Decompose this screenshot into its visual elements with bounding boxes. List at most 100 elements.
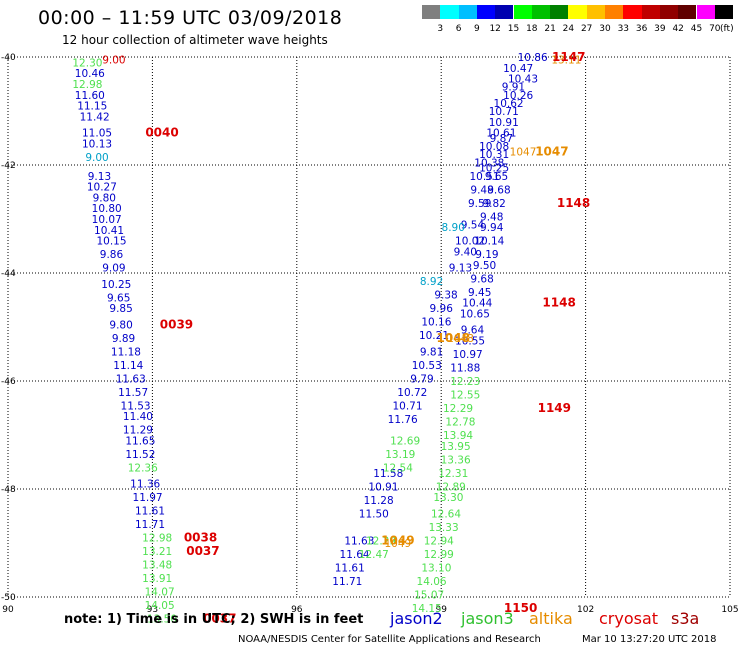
wave-height-value: 12.69: [390, 435, 420, 447]
wave-height-value: 9.38: [434, 290, 457, 302]
x-tick-label: 99: [435, 605, 447, 615]
wave-height-value: 13.50: [147, 614, 177, 626]
color-scale-label: 70: [709, 24, 721, 34]
wave-height-value: 9.94: [480, 222, 504, 234]
wave-height-value: 10.02: [455, 236, 485, 248]
wave-height-value: 9.50: [473, 260, 496, 272]
color-scale-swatch: [531, 5, 551, 19]
wave-height-value: 11.15: [77, 101, 107, 113]
legend-item-jason3: jason3: [461, 609, 514, 628]
wave-height-value: 11.65: [125, 435, 155, 447]
color-scale-swatch: [495, 5, 514, 19]
wave-height-value: 11.61: [135, 506, 165, 518]
color-scale-swatch: [586, 5, 605, 19]
wave-height-value: 11.57: [118, 387, 148, 399]
wave-height-value: 13.33: [429, 522, 459, 534]
x-tick-label: 93: [147, 605, 158, 615]
wave-height-value: 10.13: [82, 138, 112, 150]
pass-time-label: 1150: [504, 601, 537, 615]
wave-height-value: 12.47: [359, 549, 389, 561]
y-tick-label: -40: [1, 53, 16, 63]
pass-time-label: 1049: [381, 533, 414, 547]
wave-height-value: 10.97: [453, 349, 483, 361]
wave-height-value: 13.95: [441, 441, 471, 453]
wave-height-value: 10.15: [96, 236, 126, 248]
wave-height-value: 11.63: [116, 373, 146, 385]
wave-height-value: 11.40: [123, 411, 153, 423]
wave-height-value: 10.14: [474, 236, 504, 248]
wave-height-value: 12.29: [366, 535, 396, 547]
wave-height-value: 9.80: [93, 192, 116, 204]
wave-height-value: 11.53: [121, 400, 151, 412]
color-scale-swatch: [678, 5, 697, 19]
color-scale-label: 36: [635, 24, 648, 34]
color-scale-label: (ft): [720, 24, 734, 34]
wave-height-value: 14.07: [145, 587, 175, 599]
wave-height-value: 9.48: [470, 184, 493, 196]
wave-height-value: 11.88: [450, 363, 480, 375]
wave-height-value: 12.94: [424, 535, 454, 547]
wave-height-value: 11.71: [135, 519, 165, 531]
wave-height-value: 14.05: [145, 600, 175, 612]
pass-time-label: 1047: [535, 145, 568, 159]
wave-height-value: 10.91: [489, 117, 519, 129]
color-scale-swatch: [623, 5, 642, 19]
wave-height-value: 9.00: [85, 152, 108, 164]
color-scale-swatch: [476, 5, 496, 19]
wave-height-value: 11.50: [359, 508, 389, 520]
color-scale-swatch: [714, 5, 734, 19]
wave-height-value: 9.54: [461, 219, 485, 231]
color-scale-label: 33: [617, 24, 630, 34]
wave-height-value: 10.08: [479, 141, 509, 153]
wave-height-value: 12.23: [450, 376, 480, 388]
wave-height-value: 10.46: [75, 68, 105, 80]
wave-height-value: 11.97: [133, 492, 163, 504]
wave-height-value: 12.89: [436, 481, 466, 493]
wave-height-value: 14.15: [412, 603, 442, 615]
wave-height-value: 10.25: [479, 163, 509, 175]
wave-height-value: 9.86: [100, 249, 124, 261]
color-scale-label: 21: [544, 24, 556, 34]
wave-height-value: 12.98: [142, 533, 172, 545]
wave-height-value: 11.63: [344, 535, 374, 547]
wave-height-value: 12.30: [72, 57, 102, 69]
color-scale-swatch: [659, 5, 679, 19]
wave-height-value: 9.68: [487, 184, 510, 196]
color-scale-swatch: [568, 5, 587, 19]
color-scale-label: 39: [654, 24, 666, 34]
wave-height-value: 10.62: [494, 98, 524, 110]
y-tick-label: -42: [1, 161, 16, 171]
wave-height-value: 12.55: [450, 390, 480, 402]
wave-height-value: 9.59: [468, 198, 491, 210]
color-scale-swatch: [696, 5, 715, 19]
wave-height-value: 12.31: [438, 468, 468, 480]
wave-height-value: 10.55: [455, 336, 485, 348]
wave-height-value: 12.98: [72, 79, 102, 91]
legend-item-altika: altika: [529, 609, 573, 628]
color-scale-label: 42: [672, 24, 684, 34]
color-scale-label: 24: [562, 24, 575, 34]
pass-time-label: 1147: [552, 50, 585, 64]
legend-item-cryosat: cryosat: [599, 609, 659, 628]
color-scale-label: 9: [474, 24, 480, 34]
x-tick-label: 90: [2, 605, 14, 615]
wave-height-value: 10.44: [462, 298, 492, 310]
color-scale-swatch: [422, 5, 441, 19]
wave-height-value: 1049: [385, 538, 412, 550]
wave-height-value: 9.64: [461, 325, 485, 337]
wave-height-value: 13.10: [421, 562, 451, 574]
wave-height-value: 11.28: [364, 495, 394, 507]
x-tick-label: 105: [721, 605, 738, 615]
credit-line: NOAA/NESDIS Center for Satellite Applica…: [238, 634, 541, 645]
y-tick-label: -48: [1, 485, 16, 495]
color-scale-label: 27: [580, 24, 593, 34]
wave-height-value: 14.06: [417, 576, 447, 588]
legend-item-s3a: s3a: [671, 609, 700, 628]
pass-time-label: 0037: [186, 544, 219, 558]
wave-height-value: 11.60: [75, 90, 105, 102]
color-scale-label: 18: [526, 24, 538, 34]
pass-time-label: 0039: [160, 317, 193, 331]
wave-height-value: 10.38: [474, 157, 504, 169]
wave-height-value: 9.00: [102, 55, 125, 67]
